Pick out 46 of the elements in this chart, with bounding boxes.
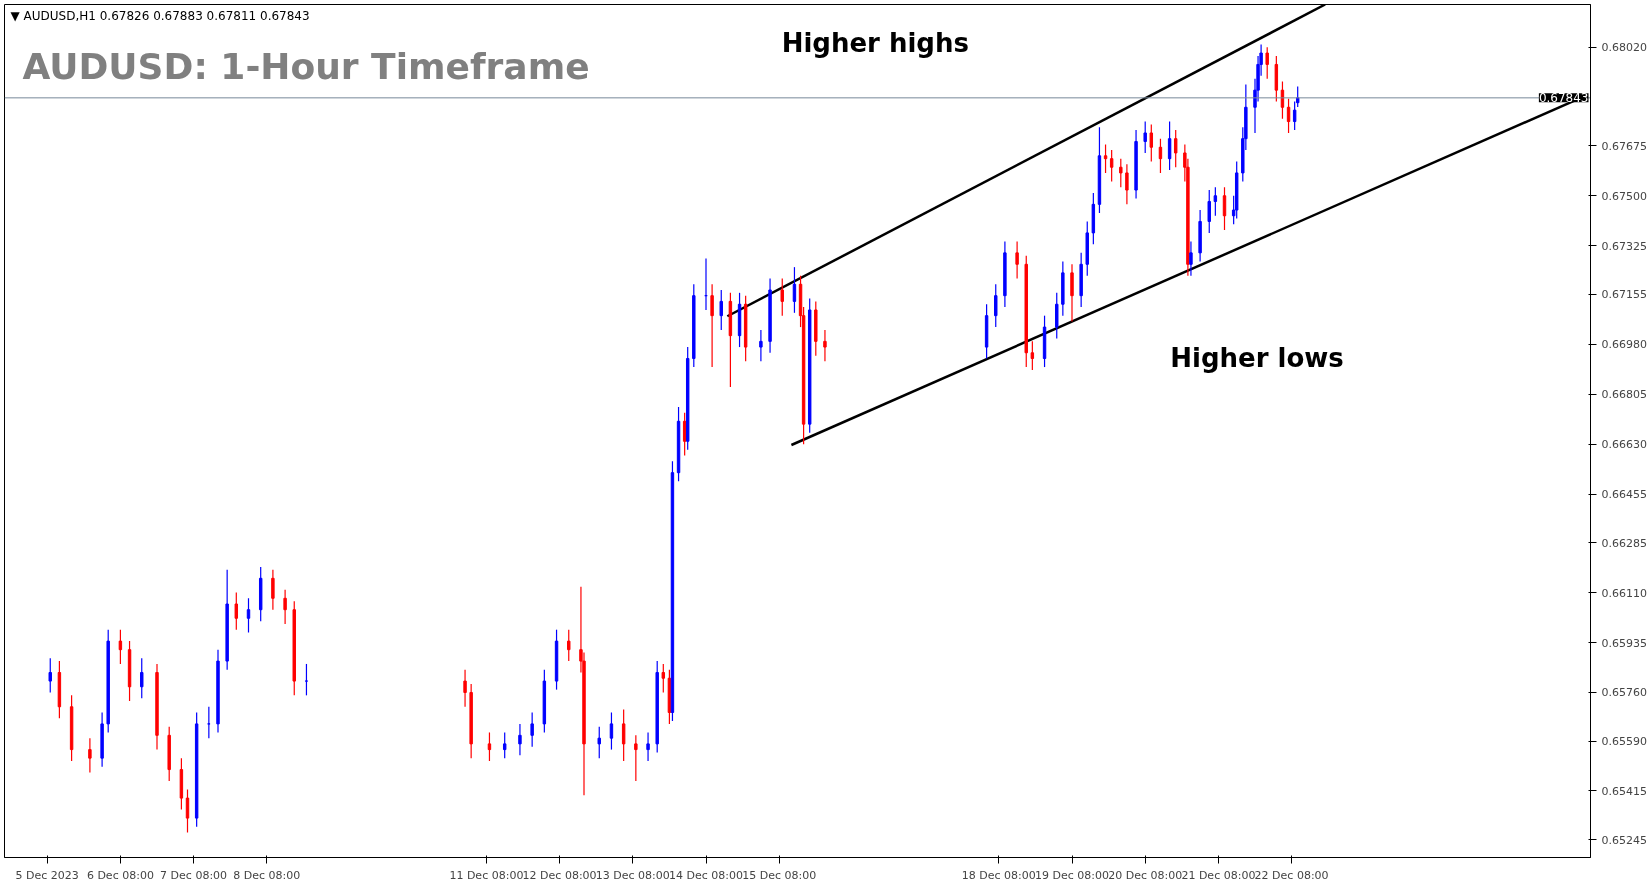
x-tick-label: 15 Dec 08:00: [742, 868, 817, 882]
x-tick-label: 7 Dec 08:00: [160, 868, 228, 882]
candlestick: [780, 277, 784, 317]
candlestick: [502, 731, 507, 759]
x-tick-label: 20 Dec 08:00: [1108, 868, 1183, 882]
y-tick-label: 0.65245: [1601, 833, 1647, 847]
y-tick-label: 0.66285: [1601, 536, 1647, 550]
x-tick-label: 21 Dec 08:00: [1181, 868, 1256, 882]
y-tick-label: 0.65590: [1601, 735, 1647, 749]
y-tick-label: 0.66110: [1601, 586, 1647, 600]
y-tick-label: 0.66455: [1601, 488, 1647, 502]
text: AUDUSD: 1-Hour Timeframe: [22, 45, 590, 87]
y-tick-label: 0.65935: [1601, 636, 1647, 650]
candlestick: [530, 711, 534, 748]
y-tick-label: 0.65415: [1601, 784, 1647, 798]
ref-line-label: 0.67843: [1538, 91, 1589, 106]
candlestick: [1030, 340, 1035, 371]
x-tick-label: 18 Dec 08:00: [961, 868, 1036, 882]
y-tick-label: 0.65760: [1601, 686, 1647, 700]
x-tick-label: 19 Dec 08:00: [1035, 868, 1109, 882]
y-tick-label: 0.67325: [1601, 239, 1647, 253]
candlestick: [1292, 100, 1297, 131]
y-tick-label: 0.66980: [1601, 338, 1647, 352]
x-tick-label: 12 Dec 08:00: [522, 868, 597, 882]
x-tick-label: 6 Dec 08:00: [86, 868, 154, 882]
y-tick-label: 0.67675: [1601, 139, 1647, 153]
x-tick-label: 8 Dec 08:00: [233, 868, 301, 882]
x-tick-label: 11 Dec 08:00: [449, 868, 524, 882]
candlestick: [567, 629, 571, 662]
candlestick: [621, 709, 626, 762]
chart-subtitle: ▼ AUDUSD,H1 0.67826 0.67883 0.67811 0.67843: [10, 8, 310, 23]
x-tick-label: 5 Dec 2023: [15, 868, 79, 882]
candlestick: [48, 657, 52, 694]
annotation: Higher highs: [781, 27, 969, 58]
x-tick-label: 14 Dec 08:00: [669, 868, 743, 882]
y-tick-label: 0.66805: [1601, 388, 1647, 402]
y-tick-label: 0.67500: [1601, 189, 1647, 203]
candlestick: [661, 663, 666, 694]
x-tick-label: 13 Dec 08:00: [595, 868, 670, 882]
candlestick: [1265, 46, 1269, 80]
y-tick-label: 0.66630: [1601, 438, 1647, 452]
x-tick-label: 22 Dec 08:00: [1254, 868, 1329, 882]
y-tick-label: 0.68020: [1601, 41, 1647, 55]
annotation: Higher lows: [1170, 343, 1344, 374]
candlestick: [1143, 120, 1147, 154]
y-tick-label: 0.67155: [1601, 288, 1647, 302]
